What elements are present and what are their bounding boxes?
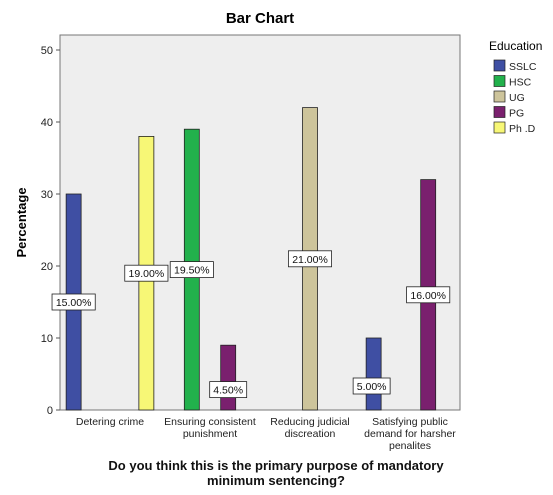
bar-pg [220,344,237,411]
x-tick-label: Detering crime [76,416,144,428]
x-tick-label: Satisfying public demand for harsher penal… [364,416,456,452]
bar-sslc [365,337,382,411]
y-tick-label: 40 [41,117,53,129]
data-label: 5.00% [357,381,387,393]
legend-label: SSLC [509,61,537,73]
data-label: 15.00% [56,297,92,309]
data-label-box [51,293,96,311]
y-tick-label: 30 [41,189,53,201]
x-tick-label: Ensuring consistent punishment [164,416,256,440]
data-labels: 15.00% 5.00% 19.50% 21.00% 4.50% 16.00% 19.00% [51,250,451,399]
x-axis-title-line: minimum sentencing? [207,473,345,488]
data-label-box [406,286,451,304]
plot-area [59,34,461,411]
x-axis: Detering crime Ensuring consistent punishm… [76,416,456,452]
data-label: 19.50% [174,265,210,277]
y-tick-label: 20 [41,261,53,273]
data-label: 21.00% [292,254,328,266]
data-label-box [124,264,169,282]
legend-label: Ph .D [509,123,536,135]
legend-swatch [493,106,506,118]
y-axis-label: Percentage [14,187,29,257]
y-tick-label: 10 [41,333,53,345]
x-axis-title: Do you think this is the primary purpose… [108,458,444,488]
x-axis-title-line: Do you think this is the primary purpose… [108,458,444,473]
legend-title: Education [489,39,542,53]
legend: Education SSLC HSC UG PG Ph .D [489,39,542,135]
legend-swatch [493,59,506,72]
data-label: 19.00% [129,268,165,280]
data-label-box [287,250,332,268]
legend-label: HSC [509,77,532,89]
legend-swatch [493,121,506,134]
chart-title: Bar Chart [226,10,294,27]
data-label-box [352,377,391,395]
legend-label: UG [509,92,525,104]
y-axis: 0 10 20 30 40 50 [41,45,60,417]
data-label: 4.50% [213,385,243,397]
data-label-box [169,261,214,279]
x-tick-label: Reducing judicial discreation [270,416,349,440]
data-label-box [209,381,248,399]
legend-swatch [493,75,506,87]
data-label: 16.00% [410,290,446,302]
legend-swatch [493,90,506,103]
legend-label: PG [509,108,524,120]
y-tick-label: 50 [41,45,53,57]
y-tick-label: 0 [47,405,53,417]
